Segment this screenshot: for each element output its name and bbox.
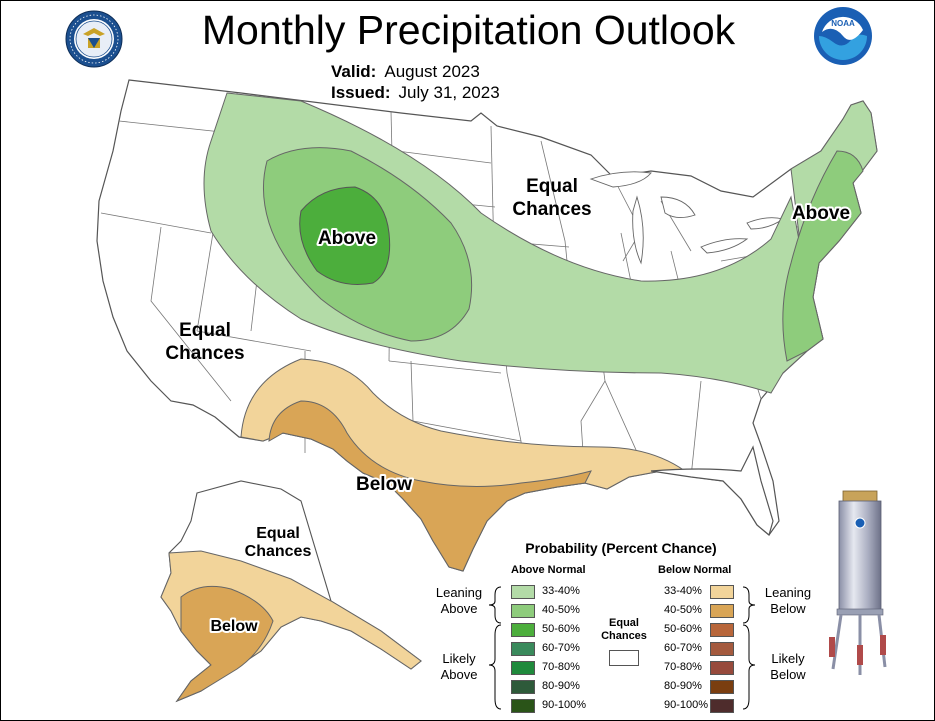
legend-above-heading: Above Normal: [511, 564, 586, 576]
issued-line: Issued: July 31, 2023: [331, 83, 500, 103]
label-alaska-equal-1: Equal: [256, 525, 300, 542]
above-label-2: 50-60%: [542, 623, 580, 635]
label-above-east: Above: [792, 203, 850, 224]
below-label-6: 90-100%: [664, 699, 709, 711]
below-label-3: 60-70%: [664, 642, 702, 654]
issued-value: July 31, 2023: [398, 83, 500, 102]
below-swatch-4: [710, 661, 734, 675]
above-swatch-6: [511, 699, 535, 713]
above-swatch-1: [511, 604, 535, 618]
label-below-south: Below: [356, 474, 412, 495]
legend-leaning-below-1: Leaning: [764, 585, 812, 600]
noaa-logo-icon: NOAA: [814, 7, 872, 65]
legend-likely-above: Likely Above: [429, 651, 489, 683]
below-40-50-region: [268, 400, 592, 572]
legend-leaning-below: Leaning Below: [756, 585, 820, 617]
below-swatch-1: [710, 604, 734, 618]
below-swatch-0: [710, 585, 734, 599]
label-equal-north-1: Equal: [526, 176, 578, 197]
above-swatch-5: [511, 680, 535, 694]
legend-braces: [488, 586, 756, 710]
below-label-4: 70-80%: [664, 661, 702, 673]
above-label-3: 60-70%: [542, 642, 580, 654]
legend-title: Probability (Percent Chance): [525, 540, 717, 556]
above-label-5: 80-90%: [542, 680, 580, 692]
legend-below-heading: Below Normal: [658, 564, 732, 576]
legend-likely-below: Likely Below: [756, 651, 820, 683]
valid-label: Valid:: [331, 62, 377, 81]
legend-likely-below-1: Likely: [771, 651, 805, 666]
below-swatch-6: [710, 699, 734, 713]
label-equal-north-2: Chances: [512, 199, 591, 220]
below-label-1: 40-50%: [664, 604, 702, 616]
above-swatch-0: [511, 585, 535, 599]
legend-equal-line-2: Chances: [601, 630, 647, 642]
above-label-0: 33-40%: [542, 585, 580, 597]
above-label-6: 90-100%: [542, 699, 587, 711]
below-label-2: 50-60%: [664, 623, 702, 635]
commerce-seal-icon: [65, 10, 123, 68]
legend-likely-above-1: Likely: [442, 651, 476, 666]
label-above-central: Above: [318, 228, 376, 249]
issued-label: Issued:: [331, 83, 391, 102]
below-swatch-5: [710, 680, 734, 694]
above-swatch-3: [511, 642, 535, 656]
legend-equal-line-1: Equal: [609, 617, 639, 629]
label-alaska-below: Below: [210, 618, 258, 635]
above-swatch-2: [511, 623, 535, 637]
label-equal-west-2: Chances: [165, 343, 244, 364]
alaska-below-40-50: [175, 585, 274, 703]
page-title: Monthly Precipitation Outlook: [201, 7, 736, 53]
legend-leaning-above-1: Leaning: [435, 585, 483, 600]
legend-equal-label: Equal Chances: [599, 617, 649, 643]
below-label-0: 33-40%: [664, 585, 702, 597]
below-label-5: 80-90%: [664, 680, 702, 692]
above-swatch-4: [511, 661, 535, 675]
legend-leaning-above: Leaning Above: [429, 585, 489, 617]
svg-text:NOAA: NOAA: [831, 19, 855, 28]
rain-gauge-icon: [829, 490, 887, 675]
legend-likely-below-2: Below: [770, 667, 806, 682]
above-40-50-east: [782, 150, 864, 362]
legend-leaning-below-2: Below: [770, 601, 806, 616]
florida-outline: [650, 445, 774, 537]
above-50-60-central: [299, 186, 391, 285]
great-lakes: [589, 171, 785, 265]
label-alaska-equal-2: Chances: [245, 543, 312, 560]
below-swatch-3: [710, 642, 734, 656]
valid-line: Valid: August 2023: [331, 62, 480, 82]
above-label-1: 40-50%: [542, 604, 580, 616]
below-swatch-2: [710, 623, 734, 637]
valid-value: August 2023: [384, 62, 480, 81]
legend-likely-above-2: Above: [440, 667, 478, 682]
above-label-4: 70-80%: [542, 661, 580, 673]
legend-leaning-above-2: Above: [440, 601, 478, 616]
label-equal-west-1: Equal: [179, 320, 231, 341]
legend-equal-swatch: [609, 650, 639, 666]
